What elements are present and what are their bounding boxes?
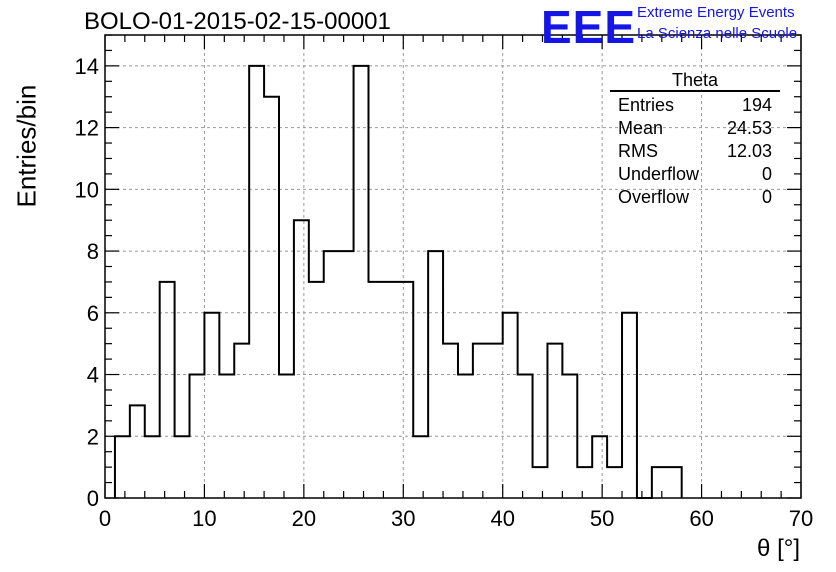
histogram-bin <box>368 282 383 498</box>
eee-logo: EEE <box>541 1 637 53</box>
grid-lines <box>105 35 801 498</box>
histogram-bin <box>383 282 398 498</box>
histogram-bin <box>607 467 622 498</box>
histogram-bin <box>413 436 428 498</box>
histogram-bin <box>264 97 279 498</box>
histogram-bin <box>354 66 369 498</box>
stats-value: 0 <box>761 164 772 184</box>
stats-row-rms: RMS 12.03 <box>610 140 780 163</box>
x-tick-labels: 0 10 20 30 40 50 60 70 <box>99 506 813 531</box>
y-tick-label: 10 <box>75 177 99 202</box>
x-tick-label: 20 <box>292 506 316 531</box>
x-tick-label: 40 <box>490 506 514 531</box>
stats-value: 24.53 <box>726 118 772 138</box>
histogram-bin <box>577 467 592 498</box>
stats-label: Overflow <box>618 187 690 207</box>
stats-value: 0 <box>761 187 772 207</box>
histogram-bin <box>249 66 264 498</box>
stats-box: Theta Entries 194 Mean 24.53 RMS 12.03 U… <box>610 70 780 209</box>
stats-row-mean: Mean 24.53 <box>610 117 780 140</box>
stats-row-underflow: Underflow 0 <box>610 163 780 186</box>
stats-label: Underflow <box>618 164 700 184</box>
histogram-bin <box>398 282 413 498</box>
histogram-bin <box>503 313 518 498</box>
histogram-bin <box>234 344 249 498</box>
x-tick-label: 0 <box>99 506 111 531</box>
histogram-bin <box>533 467 548 498</box>
stats-row-overflow: Overflow 0 <box>610 186 780 209</box>
stats-row-entries: Entries 194 <box>610 94 780 117</box>
histogram-bin <box>622 313 637 498</box>
y-tick-label: 14 <box>75 54 99 79</box>
histogram-bin <box>443 344 458 498</box>
y-axis-label-wrap: Entries/bin <box>8 85 42 208</box>
y-tick-label: 6 <box>87 301 99 326</box>
histogram-bin <box>145 436 160 498</box>
y-tick-labels: 0 2 4 6 8 10 12 14 <box>75 54 99 511</box>
x-tick-label: 50 <box>590 506 614 531</box>
histogram-bin <box>667 467 682 498</box>
histogram-outline <box>113 64 683 499</box>
histogram-bin <box>130 405 145 498</box>
histogram-bin <box>488 344 503 498</box>
x-axis-label: θ [°] <box>757 535 800 562</box>
logo-line-1: Extreme Energy Events <box>637 4 795 21</box>
histogram-bin <box>309 282 324 498</box>
axis-ticks <box>104 34 802 499</box>
stats-label: Mean <box>618 118 664 138</box>
stats-title: Theta <box>610 70 780 92</box>
stats-label: Entries <box>618 95 675 115</box>
histogram-bin <box>160 282 175 498</box>
y-axis-label: Entries/bin <box>11 84 42 208</box>
y-tick-label: 8 <box>87 239 99 264</box>
stats-label: RMS <box>618 141 658 161</box>
stats-value: 12.03 <box>726 141 772 161</box>
histogram-bin <box>652 467 667 498</box>
histogram-bin <box>175 436 190 498</box>
y-tick-label: 0 <box>87 486 99 511</box>
x-tick-label: 60 <box>689 506 713 531</box>
y-tick-label: 4 <box>87 363 99 388</box>
logo-line-2: La Scienza nelle Scuole <box>637 25 798 42</box>
histogram-bin <box>547 344 562 498</box>
y-tick-label: 2 <box>87 424 99 449</box>
histogram-bin <box>204 313 219 498</box>
x-tick-label: 10 <box>192 506 216 531</box>
histogram-bin <box>115 436 130 498</box>
stats-value: 194 <box>741 95 772 115</box>
histogram-bin <box>324 251 339 498</box>
x-tick-label: 30 <box>391 506 415 531</box>
x-tick-label: 70 <box>789 506 813 531</box>
histogram-bin <box>592 436 607 498</box>
histogram-bin <box>294 220 309 498</box>
chart-title: BOLO-01-2015-02-15-00001 <box>84 8 391 35</box>
y-tick-label: 12 <box>75 116 99 141</box>
histogram-bin <box>473 344 488 498</box>
